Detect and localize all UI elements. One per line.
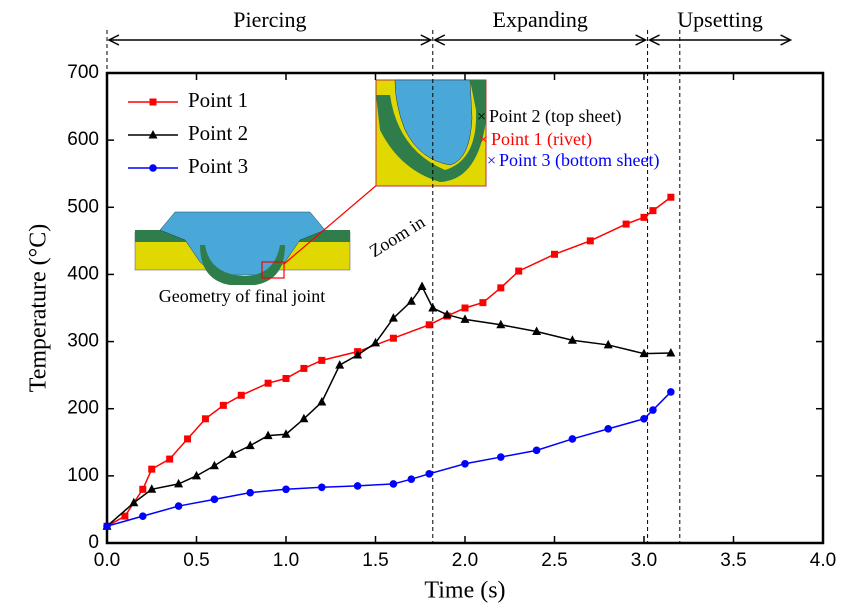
geometry-inset xyxy=(135,184,378,285)
x-tick-label: 3.0 xyxy=(631,550,657,571)
data-point xyxy=(211,496,219,504)
chart: Piercing Expanding Upsetting 0.0 0.5 1.0 1.5 2.… xyxy=(0,0,860,611)
data-point xyxy=(497,284,504,291)
data-point xyxy=(202,415,209,422)
data-point xyxy=(408,475,416,483)
data-point xyxy=(640,415,648,423)
series-line xyxy=(107,287,671,527)
data-point xyxy=(282,429,291,438)
legend-label: Point 3 xyxy=(188,154,248,178)
data-point xyxy=(551,251,558,258)
data-point xyxy=(300,365,307,372)
y-tick-label: 100 xyxy=(67,465,99,486)
y-tick-label: 300 xyxy=(67,331,99,352)
legend-label: Point 1 xyxy=(188,88,248,112)
data-point xyxy=(220,402,227,409)
data-point xyxy=(426,321,433,328)
data-point xyxy=(318,483,326,491)
zoom-inset xyxy=(376,80,486,186)
data-point xyxy=(283,375,290,382)
annotation: Zoom in xyxy=(366,212,429,262)
y-tick-label: 400 xyxy=(67,263,99,284)
data-point xyxy=(246,441,255,450)
data-point xyxy=(139,486,146,493)
x-tick-label: 4.0 xyxy=(810,550,836,571)
x-tick-label: 0.0 xyxy=(94,550,120,571)
phase-label: Piercing xyxy=(233,7,306,32)
x-tick-label: 0.5 xyxy=(183,550,209,571)
y-tick-label: 200 xyxy=(67,398,99,419)
y-axis-label: Temperature (°C) xyxy=(26,224,52,393)
x-tick-label: 3.5 xyxy=(720,550,746,571)
data-point xyxy=(587,237,594,244)
data-point xyxy=(418,282,427,291)
data-point xyxy=(184,435,191,442)
data-point xyxy=(497,453,505,461)
data-point xyxy=(479,299,486,306)
data-point xyxy=(425,470,433,478)
y-tick-label: 500 xyxy=(67,196,99,217)
y-tick-label: 0 xyxy=(88,532,99,553)
data-point xyxy=(533,447,541,455)
annotation-mark: × xyxy=(479,132,488,149)
data-point xyxy=(649,207,656,214)
data-point xyxy=(461,460,469,468)
data-point xyxy=(515,268,522,275)
data-point xyxy=(667,194,674,201)
data-point xyxy=(166,456,173,463)
data-point xyxy=(667,388,675,396)
y-tick-label: 600 xyxy=(67,129,99,150)
data-point xyxy=(282,485,290,493)
data-point xyxy=(390,480,398,488)
data-point xyxy=(103,522,111,530)
data-point xyxy=(246,489,254,497)
data-point xyxy=(210,461,219,470)
phase-label: Upsetting xyxy=(677,7,763,32)
annotation: Point 1 (rivet) xyxy=(491,129,592,150)
data-point xyxy=(335,360,344,369)
annotation-mark: × xyxy=(487,153,496,170)
data-point xyxy=(569,435,577,443)
phase-label: Expanding xyxy=(493,7,588,32)
data-point xyxy=(623,221,630,228)
data-point xyxy=(428,303,437,312)
y-tick-label: 700 xyxy=(67,62,99,83)
data-point xyxy=(265,380,272,387)
annotation-mark: × xyxy=(477,109,486,126)
data-point xyxy=(238,392,245,399)
data-point xyxy=(192,471,201,480)
annotation: Geometry of final joint xyxy=(159,286,325,306)
legend-marker xyxy=(149,164,157,172)
legend-label: Point 2 xyxy=(188,121,248,145)
data-point xyxy=(604,425,612,433)
data-point xyxy=(462,305,469,312)
annotation: Point 3 (bottom sheet) xyxy=(499,150,660,171)
x-axis-label: Time (s) xyxy=(424,578,505,604)
data-point xyxy=(649,406,657,414)
x-tick-label: 1.0 xyxy=(273,550,299,571)
legend-marker xyxy=(150,99,157,106)
data-point xyxy=(175,502,183,510)
x-tick-label: 2.0 xyxy=(452,550,478,571)
data-point xyxy=(121,513,128,520)
data-point xyxy=(148,466,155,473)
x-tick-label: 1.5 xyxy=(362,550,388,571)
data-point xyxy=(318,357,325,364)
x-tick-label: 2.5 xyxy=(541,550,567,571)
data-point xyxy=(139,512,147,520)
data-point xyxy=(641,214,648,221)
data-point xyxy=(390,335,397,342)
series-line xyxy=(107,392,671,526)
data-point xyxy=(354,482,362,490)
data-point xyxy=(666,348,675,357)
annotation: Point 2 (top sheet) xyxy=(489,106,622,127)
data-point xyxy=(317,397,326,406)
